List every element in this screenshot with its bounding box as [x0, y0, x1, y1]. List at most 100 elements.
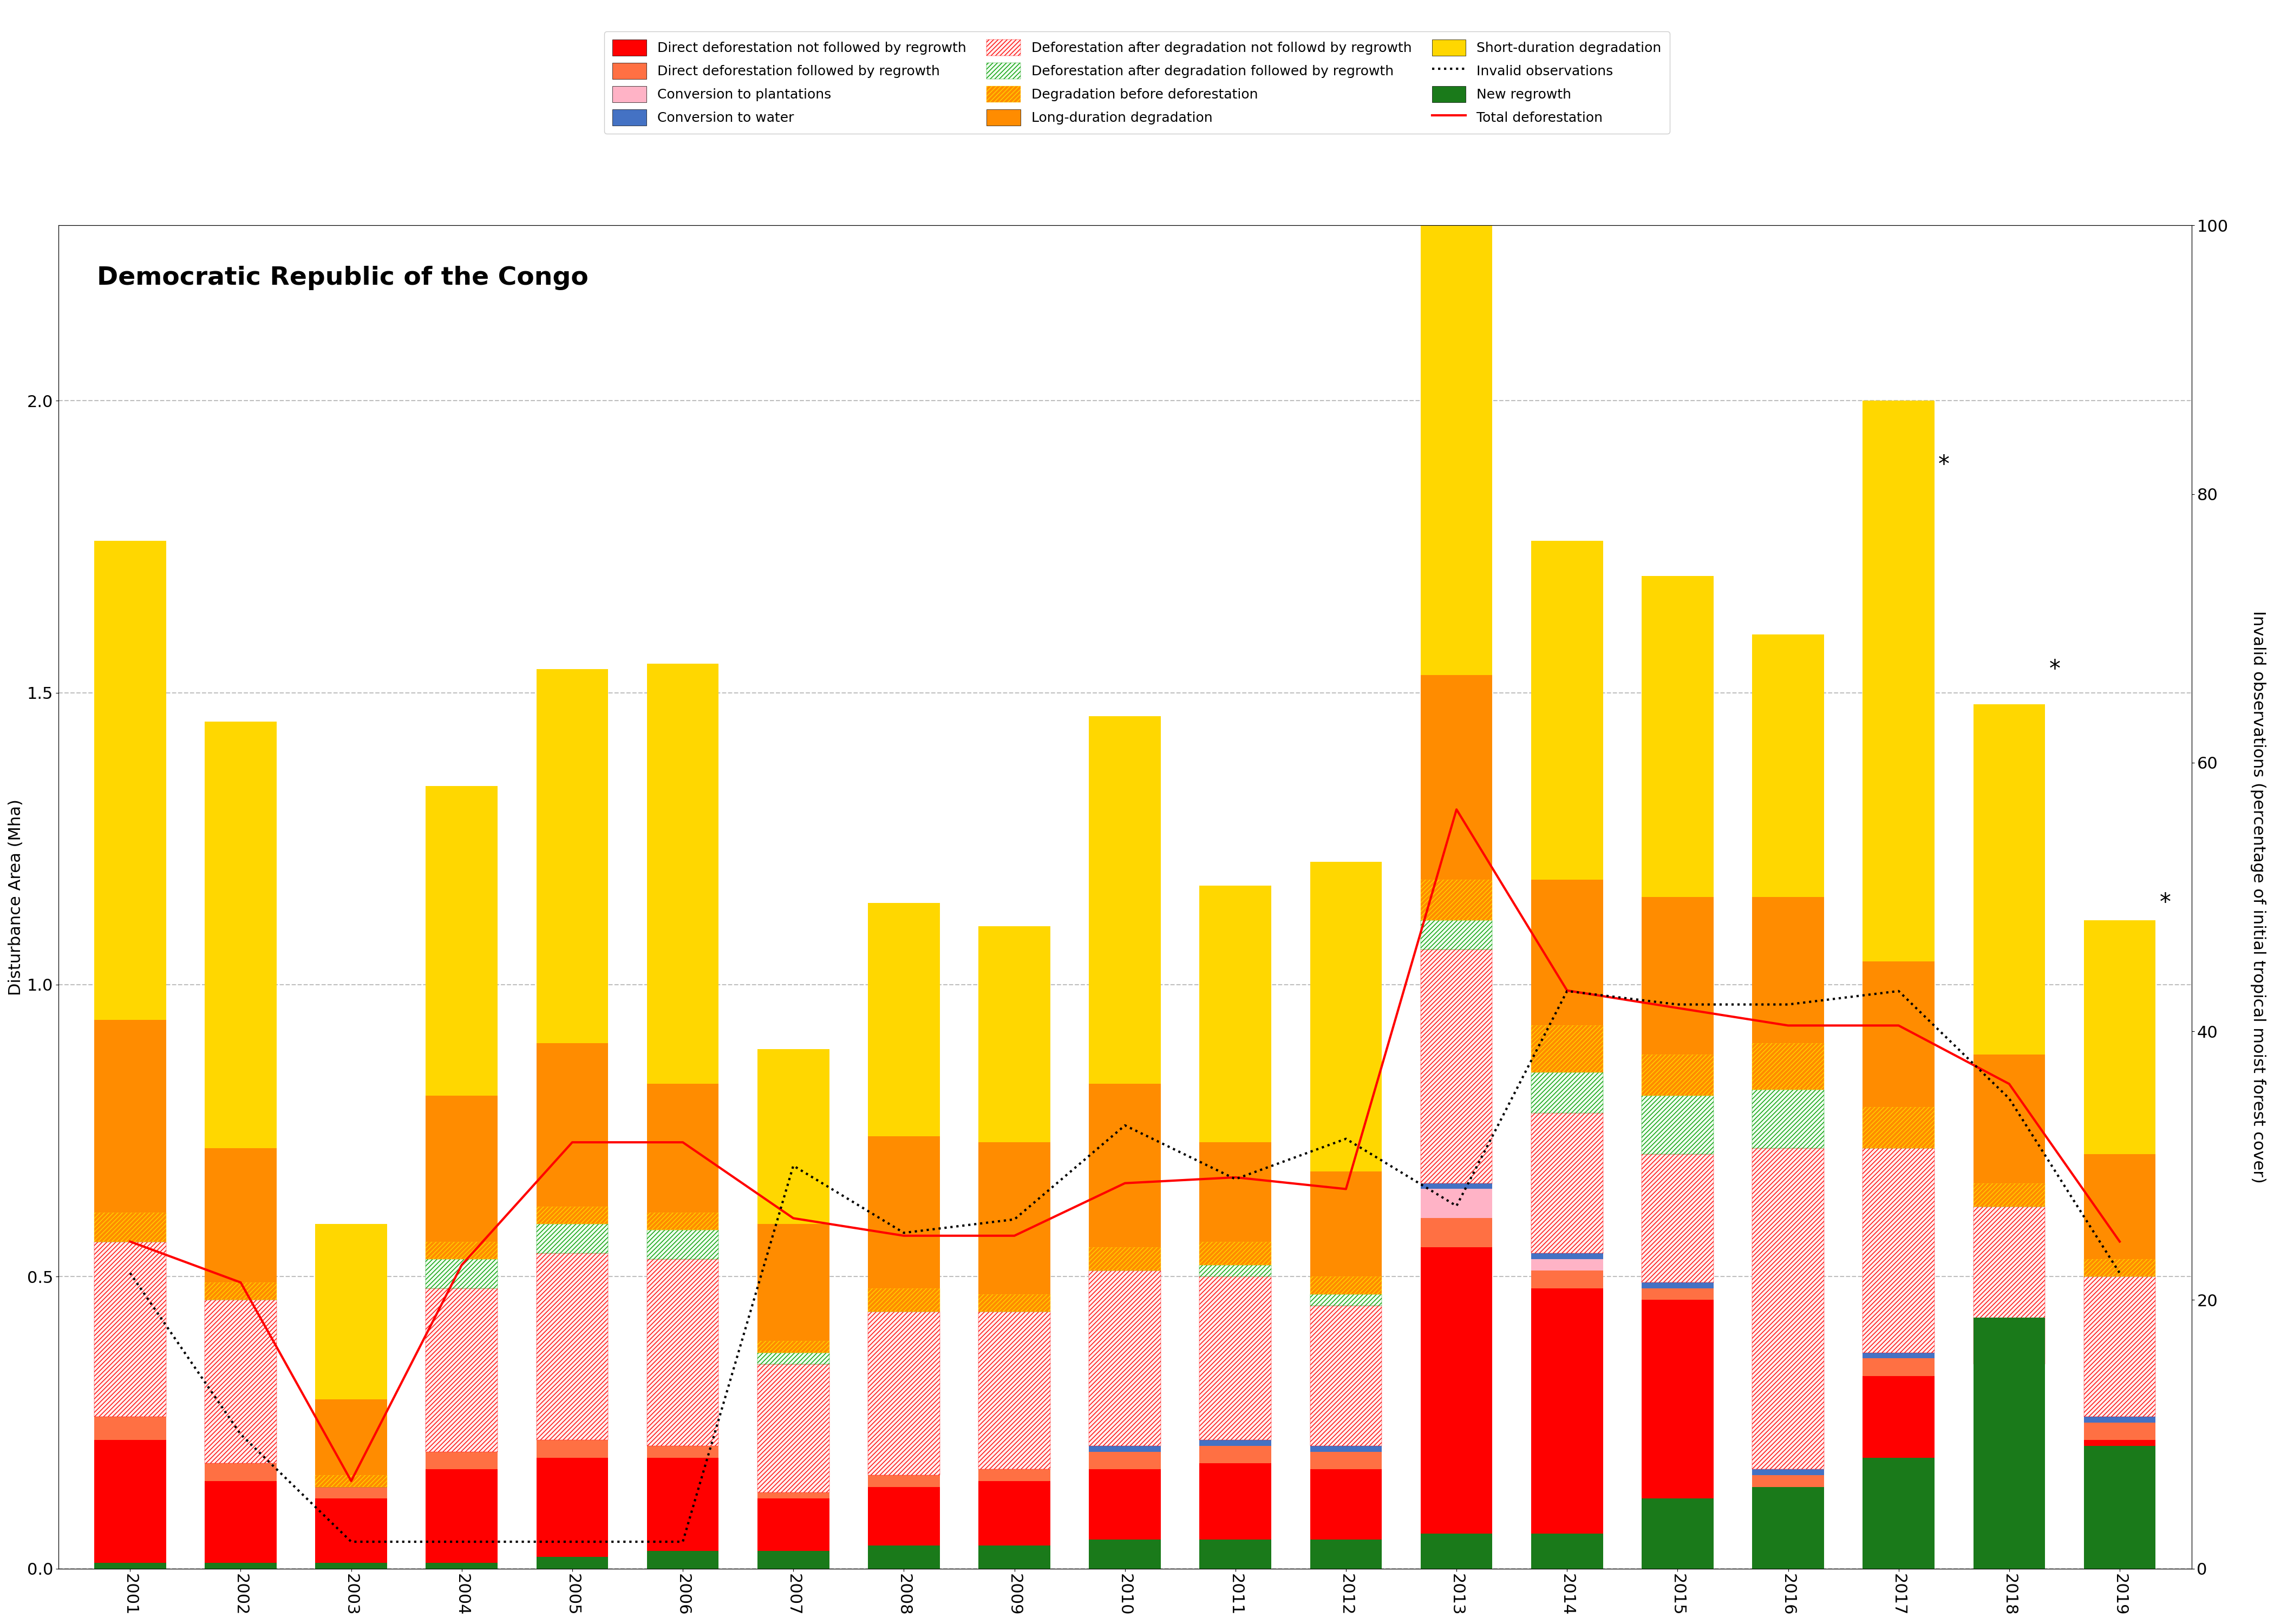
- Bar: [93, 1562, 166, 1569]
- Bar: [1862, 401, 1935, 961]
- Bar: [316, 1562, 387, 1569]
- Bar: [1862, 1458, 1935, 1569]
- Bar: [1198, 1265, 1271, 1276]
- Bar: [978, 1470, 1051, 1481]
- Legend: Direct deforestation not followed by regrowth, Direct deforestation followed by : Direct deforestation not followed by reg…: [605, 31, 1669, 133]
- Bar: [1753, 1488, 1824, 1569]
- Bar: [1310, 1294, 1383, 1306]
- Bar: [1198, 1242, 1271, 1265]
- Bar: [1310, 1452, 1383, 1470]
- Bar: [1753, 1470, 1824, 1475]
- Bar: [425, 1562, 498, 1569]
- Bar: [1862, 1376, 1935, 1569]
- Bar: [1642, 896, 1715, 1054]
- Bar: [646, 1458, 719, 1569]
- Bar: [1310, 1171, 1383, 1276]
- Bar: [646, 1259, 719, 1445]
- Bar: [2083, 1276, 2156, 1416]
- Bar: [1421, 1218, 1492, 1247]
- Bar: [1089, 1540, 1160, 1569]
- Bar: [316, 1400, 387, 1475]
- Bar: [1974, 1054, 2044, 1184]
- Bar: [1642, 1288, 1715, 1299]
- Bar: [1421, 1189, 1492, 1218]
- Bar: [1198, 1276, 1271, 1440]
- Bar: [425, 1452, 498, 1470]
- Bar: [1642, 1283, 1715, 1288]
- Bar: [1642, 1155, 1715, 1283]
- Bar: [757, 1492, 830, 1499]
- Bar: [1530, 1533, 1603, 1569]
- Bar: [1862, 1353, 1935, 1358]
- Bar: [1310, 1445, 1383, 1452]
- Bar: [537, 669, 607, 1043]
- Bar: [869, 1288, 939, 1312]
- Bar: [646, 1445, 719, 1458]
- Bar: [537, 1440, 607, 1458]
- Bar: [425, 786, 498, 1096]
- Bar: [1310, 1540, 1383, 1569]
- Bar: [1198, 1445, 1271, 1463]
- Bar: [1974, 705, 2044, 1054]
- Bar: [757, 1049, 830, 1224]
- Bar: [425, 1096, 498, 1242]
- Bar: [2083, 1416, 2156, 1423]
- Bar: [978, 1481, 1051, 1569]
- Bar: [1198, 1142, 1271, 1242]
- Bar: [316, 1499, 387, 1569]
- Bar: [2083, 1259, 2156, 1276]
- Text: *: *: [2160, 892, 2172, 914]
- Bar: [1198, 1463, 1271, 1569]
- Bar: [316, 1475, 387, 1488]
- Bar: [425, 1259, 498, 1288]
- Bar: [1862, 1358, 1935, 1376]
- Bar: [1310, 862, 1383, 1171]
- Bar: [1198, 1440, 1271, 1445]
- Bar: [1421, 132, 1492, 676]
- Bar: [537, 1557, 607, 1569]
- Bar: [93, 1242, 166, 1416]
- Bar: [1530, 1259, 1603, 1270]
- Bar: [869, 1488, 939, 1569]
- Bar: [2083, 1155, 2156, 1259]
- Bar: [2083, 1423, 2156, 1440]
- Bar: [1753, 635, 1824, 896]
- Bar: [1421, 1247, 1492, 1569]
- Bar: [1642, 577, 1715, 896]
- Bar: [1530, 1025, 1603, 1072]
- Bar: [1974, 1184, 2044, 1207]
- Bar: [1421, 676, 1492, 880]
- Bar: [1862, 961, 1935, 1108]
- Bar: [1974, 1364, 2044, 1371]
- Bar: [1310, 1470, 1383, 1569]
- Bar: [1089, 1270, 1160, 1445]
- Bar: [1753, 1488, 1824, 1569]
- Bar: [978, 1294, 1051, 1312]
- Y-axis label: Disturbance Area (Mha): Disturbance Area (Mha): [9, 799, 23, 996]
- Bar: [757, 1353, 830, 1364]
- Bar: [537, 1458, 607, 1569]
- Bar: [2083, 921, 2156, 1155]
- Text: *: *: [1937, 453, 1949, 476]
- Bar: [1310, 1276, 1383, 1294]
- Bar: [869, 1475, 939, 1488]
- Bar: [1089, 1470, 1160, 1569]
- Bar: [1642, 1096, 1715, 1155]
- Bar: [757, 1341, 830, 1353]
- Bar: [1974, 1382, 2044, 1405]
- Bar: [205, 1299, 277, 1463]
- Bar: [1642, 1499, 1715, 1569]
- Bar: [1421, 1184, 1492, 1189]
- Bar: [646, 1213, 719, 1229]
- Bar: [1530, 1112, 1603, 1254]
- Bar: [1530, 1270, 1603, 1288]
- Bar: [93, 541, 166, 1020]
- Bar: [1642, 1299, 1715, 1569]
- Bar: [1974, 1207, 2044, 1364]
- Bar: [425, 1470, 498, 1569]
- Bar: [1421, 921, 1492, 950]
- Text: Democratic Republic of the Congo: Democratic Republic of the Congo: [98, 266, 589, 291]
- Bar: [1862, 1108, 1935, 1148]
- Bar: [1530, 1254, 1603, 1259]
- Text: *: *: [2049, 658, 2060, 680]
